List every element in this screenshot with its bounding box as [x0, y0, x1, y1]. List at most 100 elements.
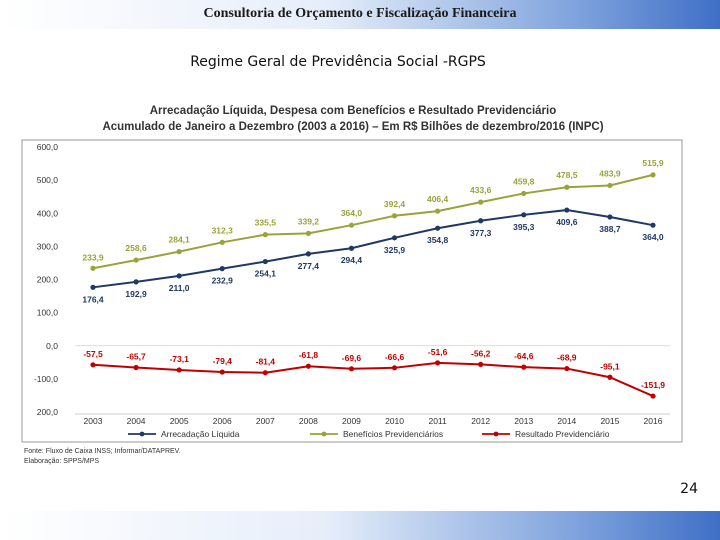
data-point — [262, 258, 268, 265]
header-title: Consultoria de Orçamento e Fiscalização … — [203, 6, 517, 21]
data-label: -65,7 — [126, 352, 146, 362]
data-label: -56,2 — [471, 348, 491, 358]
data-label: -61,8 — [299, 350, 319, 360]
data-label: 176,4 — [82, 294, 104, 304]
data-label: 335,5 — [255, 218, 277, 228]
data-label: 294,4 — [341, 255, 363, 265]
chart-title-line1: Arrecadação Líquida, Despesa com Benefíc… — [150, 105, 556, 117]
source-line: Fonte: Fluxo de Caixa INSS; Informar/DAT… — [24, 448, 181, 455]
data-label: 233,9 — [82, 252, 104, 262]
data-label: -57,5 — [83, 349, 103, 359]
page-number: 24 — [680, 481, 698, 497]
data-point — [133, 279, 139, 285]
data-label: 459,8 — [513, 176, 535, 186]
data-point — [650, 222, 656, 228]
data-point — [521, 212, 527, 218]
x-tick-label: 2016 — [644, 416, 663, 426]
data-point — [348, 366, 355, 372]
slide-subtitle: Regime Geral de Previdência Social -RGPS — [190, 54, 486, 70]
data-label: -79,4 — [213, 356, 233, 366]
data-label: 395,3 — [513, 222, 535, 232]
data-point — [176, 367, 182, 373]
data-point — [564, 207, 570, 213]
data-label: -151,9 — [641, 380, 665, 390]
data-point — [305, 251, 311, 257]
legend-label: Arrecadação Líquida — [161, 429, 240, 439]
x-tick-label: 2007 — [256, 416, 275, 426]
bottom-banner — [0, 511, 720, 540]
x-tick-label: 2015 — [600, 416, 619, 426]
x-tick-label: 2011 — [428, 416, 447, 426]
y-tick-label: -100,0 — [34, 374, 58, 384]
x-tick-label: 2014 — [557, 416, 576, 426]
data-label: 312,3 — [212, 225, 234, 235]
data-point — [219, 239, 225, 245]
legend-marker — [321, 431, 327, 437]
data-label: -95,1 — [600, 361, 620, 371]
data-point — [262, 232, 268, 238]
x-tick-label: 2010 — [385, 416, 404, 426]
data-point — [305, 363, 311, 369]
y-tick-label: 200,0 — [37, 407, 59, 417]
data-label: 339,2 — [298, 216, 320, 226]
legend-label: Resultado Previdenciário — [515, 429, 610, 439]
data-point — [435, 208, 441, 214]
data-point — [219, 369, 225, 375]
data-label: -69,6 — [342, 353, 362, 363]
data-point — [521, 364, 527, 370]
data-label: 478,5 — [556, 170, 578, 180]
data-point — [478, 361, 484, 367]
x-tick-label: 2006 — [213, 416, 232, 426]
top-banner — [0, 0, 720, 29]
x-tick-label: 2004 — [127, 416, 146, 426]
data-point — [435, 225, 441, 231]
data-label: 515,9 — [642, 158, 664, 168]
data-point — [607, 182, 613, 189]
y-tick-label: 600,0 — [37, 142, 59, 152]
data-point — [607, 214, 613, 220]
data-label: 364,0 — [642, 232, 664, 242]
data-point — [391, 235, 398, 241]
data-point — [607, 374, 613, 380]
x-tick-label: 2003 — [84, 416, 103, 426]
chart-area: Arrecadação Líquida, Despesa com Benefíc… — [20, 100, 696, 468]
data-label: 433,6 — [470, 185, 492, 195]
x-tick-label: 2012 — [471, 416, 490, 426]
legend-marker — [493, 431, 499, 437]
data-point — [305, 230, 311, 236]
data-label: -81,4 — [256, 357, 276, 367]
data-label: 483,9 — [599, 168, 621, 178]
elaboration-line: Elaboração: SPPS/MPS — [24, 458, 99, 465]
data-point — [90, 284, 96, 290]
data-label: 192,9 — [125, 289, 147, 299]
data-label: -73,1 — [169, 354, 189, 364]
y-tick-label: 300,0 — [37, 241, 59, 251]
data-point — [564, 365, 570, 372]
data-point — [478, 218, 484, 224]
data-label: 325,9 — [384, 245, 406, 255]
data-label: 232,9 — [212, 276, 234, 286]
chart-svg: Arrecadação Líquida, Despesa com Benefíc… — [21, 105, 683, 465]
data-point — [90, 362, 96, 368]
data-point — [176, 273, 182, 279]
data-point — [133, 364, 139, 371]
data-point — [262, 370, 268, 376]
data-label: 377,3 — [470, 228, 492, 238]
data-label: 406,4 — [427, 194, 449, 204]
x-tick-label: 2008 — [299, 416, 318, 426]
data-point — [435, 360, 441, 366]
data-label: -66,6 — [385, 352, 405, 362]
data-point — [133, 257, 139, 263]
data-point — [391, 213, 398, 219]
y-tick-label: 0,0 — [46, 341, 58, 351]
legend-label: Benefícios Previdenciários — [343, 429, 443, 439]
chart-title-line2: Acumulado de Janeiro a Dezembro (2003 a … — [102, 121, 603, 133]
data-point — [176, 249, 182, 255]
y-tick-label: 200,0 — [37, 275, 59, 285]
data-point — [348, 222, 355, 228]
data-label: 211,0 — [169, 283, 190, 293]
plot-frame — [21, 139, 683, 443]
data-point — [478, 199, 484, 205]
data-label: -51,6 — [428, 347, 448, 357]
series-line — [92, 361, 654, 397]
